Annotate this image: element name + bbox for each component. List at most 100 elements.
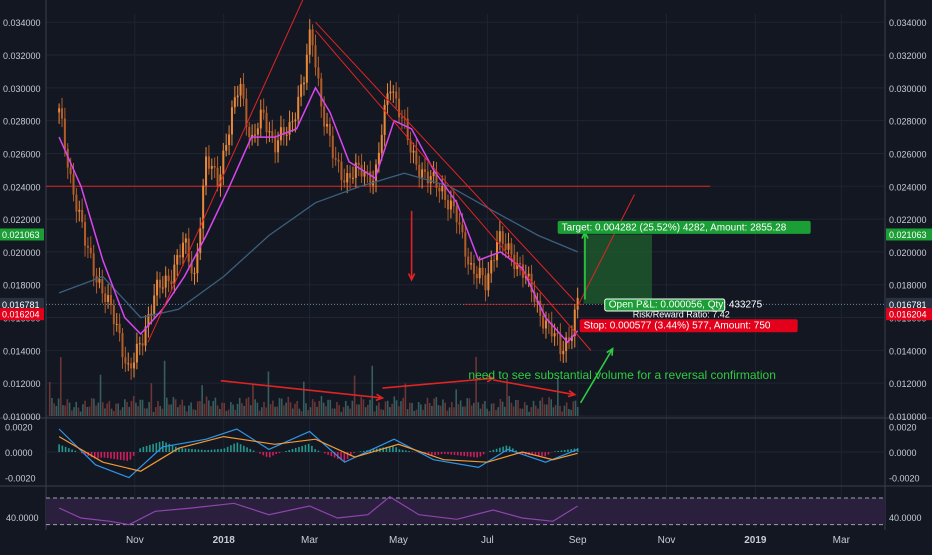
candle-body bbox=[101, 279, 103, 293]
candle-body bbox=[64, 119, 66, 149]
volume-bar bbox=[416, 410, 418, 416]
macd-histogram-bar bbox=[224, 448, 226, 452]
volume-bar bbox=[239, 398, 241, 416]
volume-bar bbox=[493, 403, 495, 416]
candle-body bbox=[554, 333, 556, 336]
volume-bar bbox=[113, 411, 115, 416]
candle-body bbox=[346, 173, 348, 182]
candle-body bbox=[338, 160, 340, 162]
volume-bar bbox=[157, 401, 159, 416]
candle-body bbox=[61, 108, 63, 118]
volume-bar bbox=[455, 389, 457, 416]
candle-body bbox=[476, 274, 478, 278]
volume-bar bbox=[535, 406, 537, 416]
volume-bar bbox=[462, 407, 464, 416]
volume-bar bbox=[142, 400, 144, 416]
volume-bar bbox=[508, 396, 510, 416]
y-tick-label-left: 0.018000 bbox=[3, 281, 41, 291]
macd-histogram-bar bbox=[120, 452, 122, 460]
macd-histogram-bar bbox=[123, 452, 125, 460]
y-tick-label-left: 0.022000 bbox=[3, 215, 41, 225]
x-tick-label: Mar bbox=[833, 535, 851, 546]
macd-histogram-bar bbox=[395, 447, 397, 452]
macd-histogram-bar bbox=[233, 444, 235, 452]
macd-histogram-bar bbox=[97, 452, 99, 458]
volume-bar bbox=[296, 401, 298, 416]
volume-bar bbox=[206, 396, 208, 416]
volume-bar bbox=[254, 399, 256, 416]
volume-bar bbox=[471, 405, 473, 416]
volume-bar bbox=[413, 411, 415, 416]
macd-histogram-bar bbox=[567, 450, 569, 452]
volume-bar bbox=[151, 383, 153, 416]
volume-bar bbox=[93, 399, 95, 416]
candle-body bbox=[248, 127, 250, 137]
macd-histogram-bar bbox=[447, 452, 449, 454]
volume-bar bbox=[80, 412, 82, 416]
volume-bar bbox=[546, 404, 548, 416]
candle-body bbox=[113, 305, 115, 324]
price-tag-right-label: 0.021063 bbox=[889, 230, 927, 240]
volume-bar bbox=[210, 406, 212, 416]
y-tick-label-right: 0.020000 bbox=[889, 248, 927, 258]
candle-body bbox=[271, 131, 273, 137]
macd-tick-label-left: 0.0000 bbox=[5, 448, 33, 458]
candle-body bbox=[119, 324, 121, 333]
macd-histogram-bar bbox=[100, 452, 102, 458]
candle-body bbox=[173, 265, 175, 284]
volume-bar bbox=[166, 398, 168, 416]
candle-body bbox=[510, 243, 512, 254]
volume-bar bbox=[495, 410, 497, 416]
volume-bar bbox=[265, 407, 267, 416]
volume-bar bbox=[139, 400, 141, 416]
volume-bar bbox=[422, 410, 424, 416]
candle-body bbox=[277, 140, 279, 152]
volume-bar bbox=[358, 404, 360, 416]
macd-histogram-bar bbox=[117, 452, 119, 459]
candle-body bbox=[499, 231, 501, 241]
volume-bar bbox=[281, 399, 283, 416]
candle-body bbox=[254, 135, 256, 136]
y-tick-label-left: 0.026000 bbox=[3, 149, 41, 159]
candle-body bbox=[381, 135, 383, 153]
macd-histogram-bar bbox=[104, 452, 106, 458]
volume-bar bbox=[49, 382, 51, 416]
candle-body bbox=[127, 363, 129, 364]
candle-body bbox=[156, 280, 158, 296]
candle-body bbox=[110, 295, 112, 305]
volume-bar bbox=[480, 409, 482, 416]
stop-label: Stop: 0.000577 (3.44%) 577, Amount: 750 bbox=[584, 321, 771, 332]
macd-histogram-bar bbox=[402, 450, 404, 452]
macd-histogram-bar bbox=[113, 452, 115, 459]
candle-body bbox=[470, 263, 472, 264]
candle-body bbox=[309, 30, 311, 55]
x-tick-label: Nov bbox=[658, 535, 676, 546]
macd-histogram-bar bbox=[259, 452, 261, 454]
macd-histogram-bar bbox=[65, 447, 67, 452]
macd-histogram-bar bbox=[246, 447, 248, 452]
volume-bar bbox=[133, 396, 135, 416]
volume-bar bbox=[321, 396, 323, 416]
candle-body bbox=[133, 362, 135, 368]
macd-histogram-bar bbox=[201, 450, 203, 452]
target-zone bbox=[583, 235, 651, 304]
rsi-tick-label-left: 40.0000 bbox=[6, 513, 39, 523]
macd-histogram-bar bbox=[353, 452, 355, 453]
y-tick-label-left: 0.024000 bbox=[3, 182, 41, 192]
macd-histogram-bar bbox=[318, 451, 320, 452]
volume-bar bbox=[577, 407, 579, 416]
macd-histogram-bar bbox=[227, 447, 229, 452]
volume-bar bbox=[250, 405, 252, 416]
candle-body bbox=[176, 255, 178, 265]
volume-bar bbox=[58, 399, 60, 416]
volume-bar bbox=[89, 407, 91, 416]
macd-histogram-bar bbox=[253, 451, 255, 452]
volume-bar bbox=[168, 404, 170, 416]
volume-bar bbox=[356, 404, 358, 416]
volume-bar bbox=[268, 372, 270, 416]
volume-bar bbox=[212, 401, 214, 416]
macd-histogram-bar bbox=[496, 449, 498, 452]
rsi-pane[interactable] bbox=[46, 497, 885, 525]
